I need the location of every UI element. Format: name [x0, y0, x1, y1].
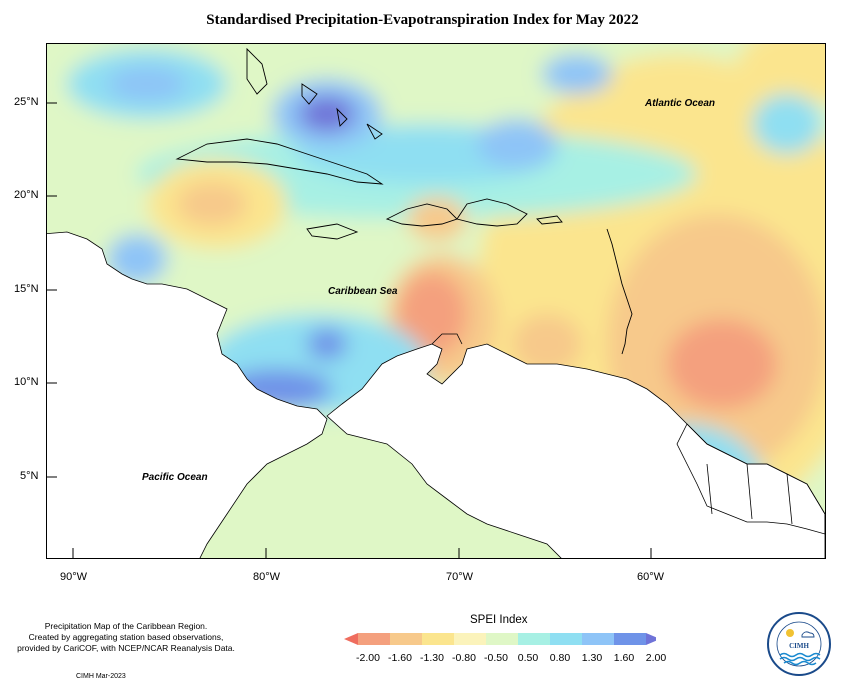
lon-label-70w: 70°W	[446, 571, 474, 583]
lat-label-20n: 20°N	[14, 189, 39, 201]
map-description: Precipitation Map of the Caribbean Regio…	[6, 621, 246, 654]
legend-label: -0.80	[452, 652, 476, 664]
legend-swatch	[390, 633, 422, 645]
legend-colorbar	[344, 633, 656, 645]
atlantic-ocean-label: Atlantic Ocean	[644, 98, 715, 109]
spei-field	[47, 44, 825, 558]
lat-label-25n: 25°N	[14, 96, 39, 108]
cimh-logo: CIMH	[767, 612, 831, 676]
legend-label: -2.00	[356, 652, 380, 664]
description-line: provided by CariCOF, with NCEP/NCAR Rean…	[17, 643, 235, 653]
legend-label: -0.50	[484, 652, 508, 664]
map-title: Standardised Precipitation-Evapotranspir…	[206, 12, 639, 28]
sun-icon	[786, 629, 794, 637]
lon-label-60w: 60°W	[637, 571, 665, 583]
legend-swatch	[422, 633, 454, 645]
lat-label-5n: 5°N	[20, 470, 39, 482]
description-line: Created by aggregating station based obs…	[28, 632, 224, 642]
legend-label: -1.30	[420, 652, 444, 664]
map-credit: CIMH Mar-2023	[76, 673, 126, 680]
legend-swatch	[646, 633, 656, 645]
logo-text: CIMH	[789, 642, 809, 650]
legend-swatch	[582, 633, 614, 645]
lat-label-15n: 15°N	[14, 283, 39, 295]
legend-label: 0.80	[549, 652, 571, 664]
pacific-ocean-label: Pacific Ocean	[142, 472, 208, 483]
legend-swatch	[358, 633, 390, 645]
lon-label-80w: 80°W	[253, 571, 281, 583]
islands	[175, 47, 633, 355]
graticule	[47, 102, 652, 558]
legend-label: 1.60	[613, 652, 635, 664]
cloud-icon	[801, 631, 815, 638]
legend-swatch	[518, 633, 550, 645]
lat-label-10n: 10°N	[14, 376, 39, 388]
spei-map: Atlantic Ocean Caribbean Sea Pacific Oce…	[46, 43, 826, 559]
legend-swatch	[614, 633, 646, 645]
legend-label: 2.00	[645, 652, 667, 664]
legend-labels: -2.00 -1.60 -1.30 -0.80 -0.50 0.50 0.80 1.30 1.6…	[352, 652, 672, 664]
map-canvas: Atlantic Ocean Caribbean Sea Pacific Oce…	[47, 44, 825, 558]
caribbean-sea-label: Caribbean Sea	[328, 286, 398, 297]
legend-label: -1.60	[388, 652, 412, 664]
legend-swatch	[344, 633, 358, 645]
description-line: Precipitation Map of the Caribbean Regio…	[44, 621, 208, 631]
legend-label: 1.30	[581, 652, 603, 664]
lon-label-90w: 90°W	[60, 571, 88, 583]
land-mask	[47, 231, 825, 558]
legend-title: SPEI Index	[470, 614, 528, 626]
legend-label: 0.50	[517, 652, 539, 664]
legend-swatch	[486, 633, 518, 645]
legend-swatch	[454, 633, 486, 645]
legend-swatch	[550, 633, 582, 645]
